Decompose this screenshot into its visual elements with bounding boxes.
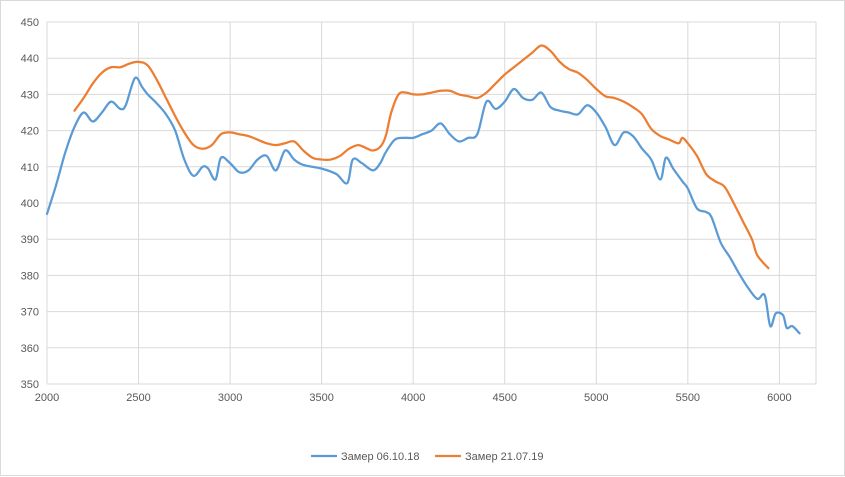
y-tick-label: 360: [21, 343, 39, 355]
grid: [46, 21, 817, 385]
x-tick-label: 4000: [401, 392, 425, 404]
y-tick-label: 370: [21, 307, 39, 319]
x-tick-label: 3000: [218, 392, 242, 404]
legend-label-2: Замер 21.07.19: [465, 451, 543, 463]
y-tick-label: 440: [21, 53, 39, 65]
y-tick-label: 450: [21, 17, 39, 29]
legend-label-1: Замер 06.10.18: [341, 451, 419, 463]
x-tick-label: 6000: [767, 392, 791, 404]
axis-ticks: 350 360 370 380 390 400 410 420 430 440 450 2000 250…: [21, 17, 792, 404]
series-line-1: [45, 76, 801, 335]
y-tick-label: 350: [21, 379, 39, 391]
x-tick-label: 3500: [309, 392, 333, 404]
y-tick-label: 390: [21, 234, 39, 246]
x-tick-label: 5500: [676, 392, 700, 404]
legend: Замер 06.10.18 Замер 21.07.19: [311, 451, 543, 463]
y-tick-label: 430: [21, 89, 39, 101]
y-tick-label: 400: [21, 198, 39, 210]
x-tick-label: 5000: [584, 392, 608, 404]
x-tick-label: 2000: [35, 392, 59, 404]
series-line-2: [73, 44, 770, 270]
y-tick-label: 410: [21, 162, 39, 174]
series-lines: [45, 44, 801, 335]
y-tick-label: 420: [21, 126, 39, 138]
x-tick-label: 4500: [492, 392, 516, 404]
x-tick-label: 2500: [126, 392, 150, 404]
y-tick-label: 380: [21, 270, 39, 282]
